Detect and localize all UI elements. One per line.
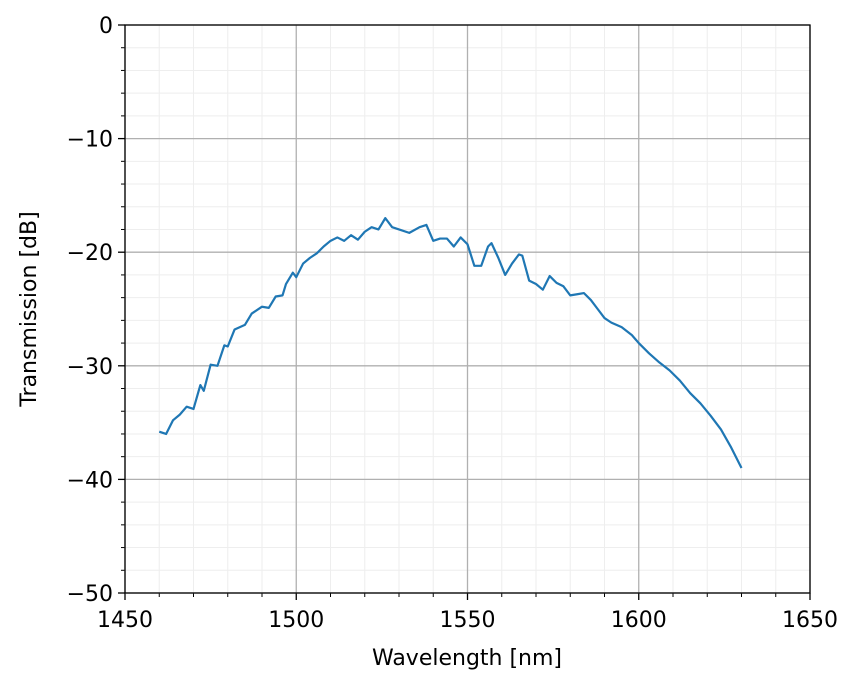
x-tick-label: 1450 — [97, 608, 153, 633]
y-tick-label: −50 — [67, 582, 113, 607]
x-tick-label: 1600 — [611, 608, 667, 633]
x-axis-label: Wavelength [nm] — [372, 646, 562, 671]
y-tick-label: −10 — [67, 128, 113, 153]
y-tick-label: −40 — [67, 468, 113, 493]
y-tick-label: −20 — [67, 241, 113, 266]
x-tick-label: 1500 — [268, 608, 324, 633]
y-tick-label: −30 — [67, 355, 113, 380]
data-line — [158, 217, 743, 469]
y-tick-label: 0 — [99, 14, 113, 39]
x-tick-label: 1550 — [440, 608, 496, 633]
y-axis-label: Transmission [dB] — [17, 211, 42, 407]
x-tick-label: 1650 — [782, 608, 838, 633]
plot-frame — [124, 24, 811, 594]
